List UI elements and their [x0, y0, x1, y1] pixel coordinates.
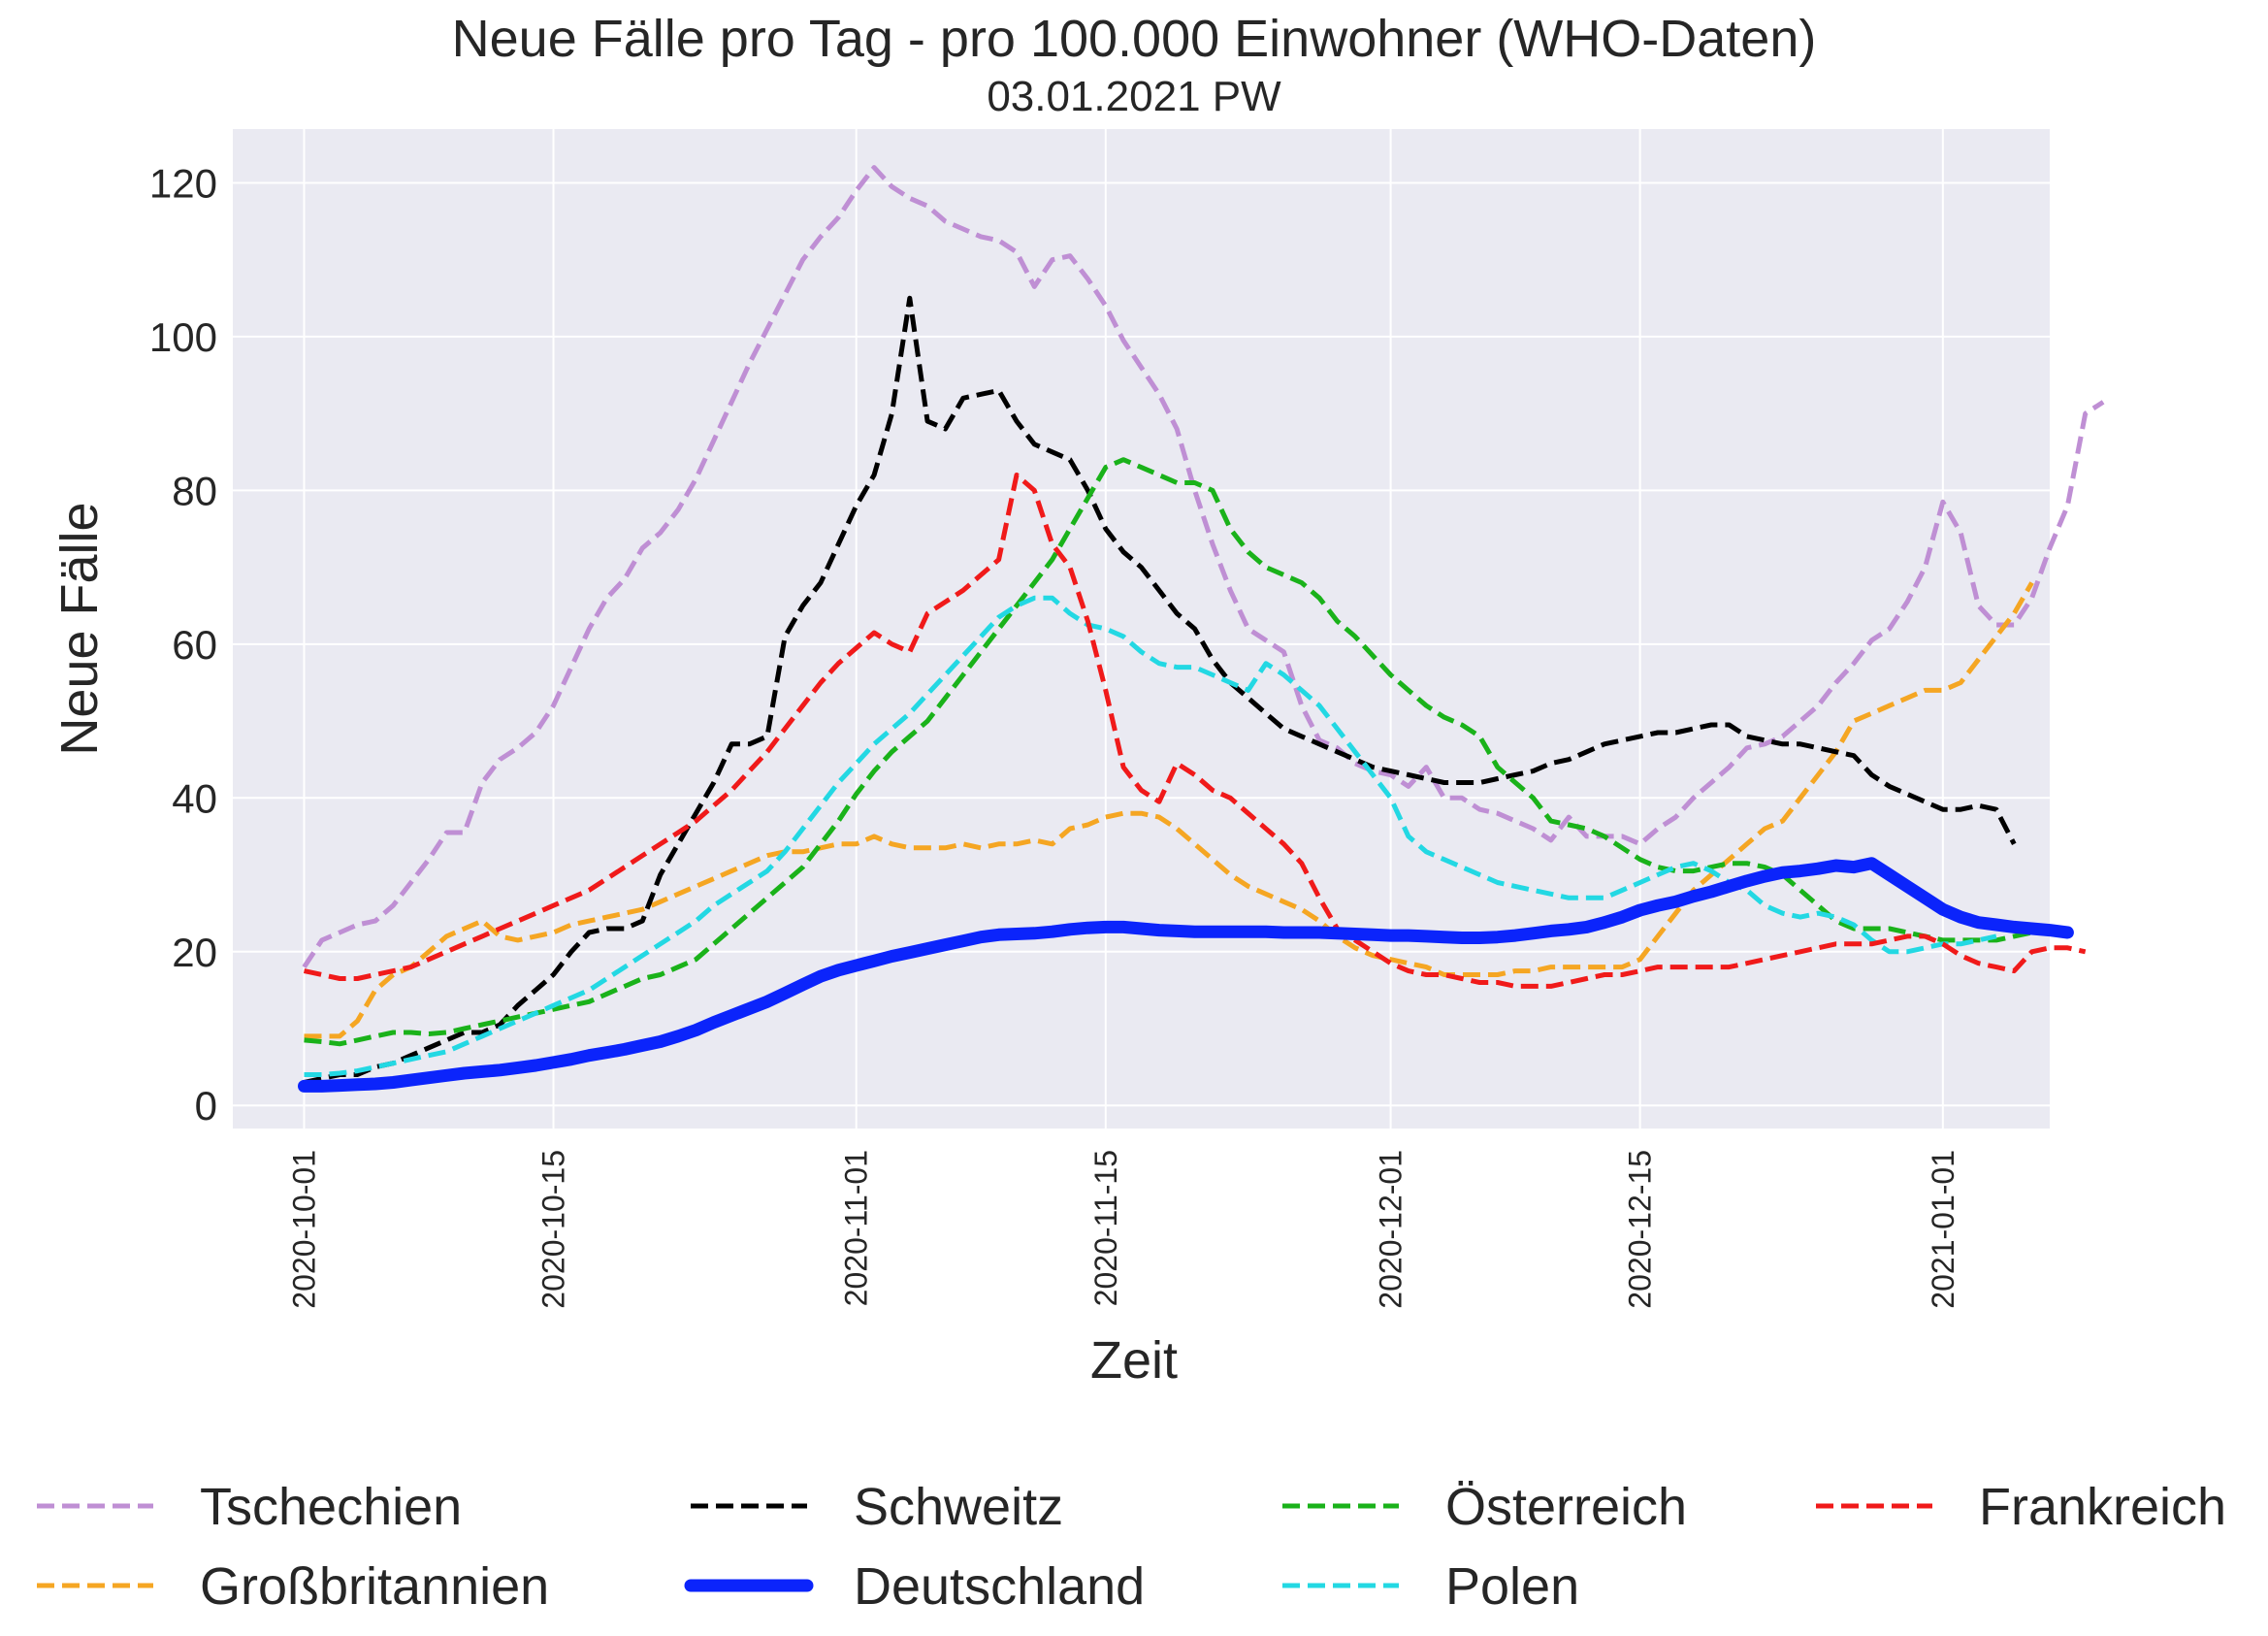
y-tick-label: 100 — [149, 314, 217, 360]
x-tick-label: 2020-11-01 — [839, 1150, 874, 1306]
x-tick-label: 2020-12-15 — [1623, 1150, 1658, 1309]
legend-label: Schweitz — [854, 1478, 1063, 1536]
legend-label: Großbritannien — [200, 1557, 549, 1616]
x-tick-label: 2021-01-01 — [1926, 1150, 1960, 1309]
series-line-tschechien — [302, 165, 2105, 968]
x-tick-label: 2020-10-01 — [286, 1150, 321, 1309]
x-tick-label: 2020-10-15 — [536, 1150, 571, 1309]
y-tick-label: 40 — [172, 775, 217, 821]
y-axis-ticks: 0 20 40 60 80 100 120 — [149, 160, 217, 1129]
series-line-großbritannien — [304, 581, 2034, 1039]
series-line-österreich — [304, 457, 2050, 1047]
x-tick-label: 2020-12-01 — [1374, 1150, 1409, 1309]
chart-subtitle: 03.01.2021 PW — [987, 73, 1281, 120]
plot-area — [233, 129, 2050, 1129]
chart-title: Neue Fälle pro Tag - pro 100.000 Einwohn… — [452, 10, 1817, 68]
y-tick-label: 20 — [172, 930, 217, 975]
x-axis-ticks: 2020-10-01 2020-10-15 2020-11-01 2020-11-15… — [286, 1150, 1960, 1309]
series-lines — [298, 165, 2105, 1093]
x-axis-label: Zeit — [1090, 1331, 1178, 1390]
series-line-frankreich — [303, 473, 2087, 989]
legend-label: Deutschland — [854, 1557, 1145, 1616]
legend-label: Polen — [1445, 1557, 1579, 1616]
series-line-deutschland — [298, 857, 2074, 1093]
y-tick-label: 80 — [172, 468, 217, 513]
legend-label: Österreich — [1445, 1478, 1687, 1536]
y-tick-label: 0 — [195, 1083, 217, 1129]
series-line-schweitz — [303, 295, 2017, 1085]
x-tick-label: 2020-11-15 — [1088, 1150, 1123, 1306]
legend: Tschechien Schweitz Österreich Frankreich Gr… — [37, 1478, 2226, 1616]
series-line-polen — [304, 595, 1997, 1077]
y-tick-label: 120 — [149, 160, 217, 206]
legend-label: Tschechien — [200, 1478, 462, 1536]
y-axis-label: Neue Fälle — [50, 502, 109, 755]
y-tick-label: 60 — [172, 622, 217, 668]
legend-label: Frankreich — [1979, 1478, 2226, 1536]
